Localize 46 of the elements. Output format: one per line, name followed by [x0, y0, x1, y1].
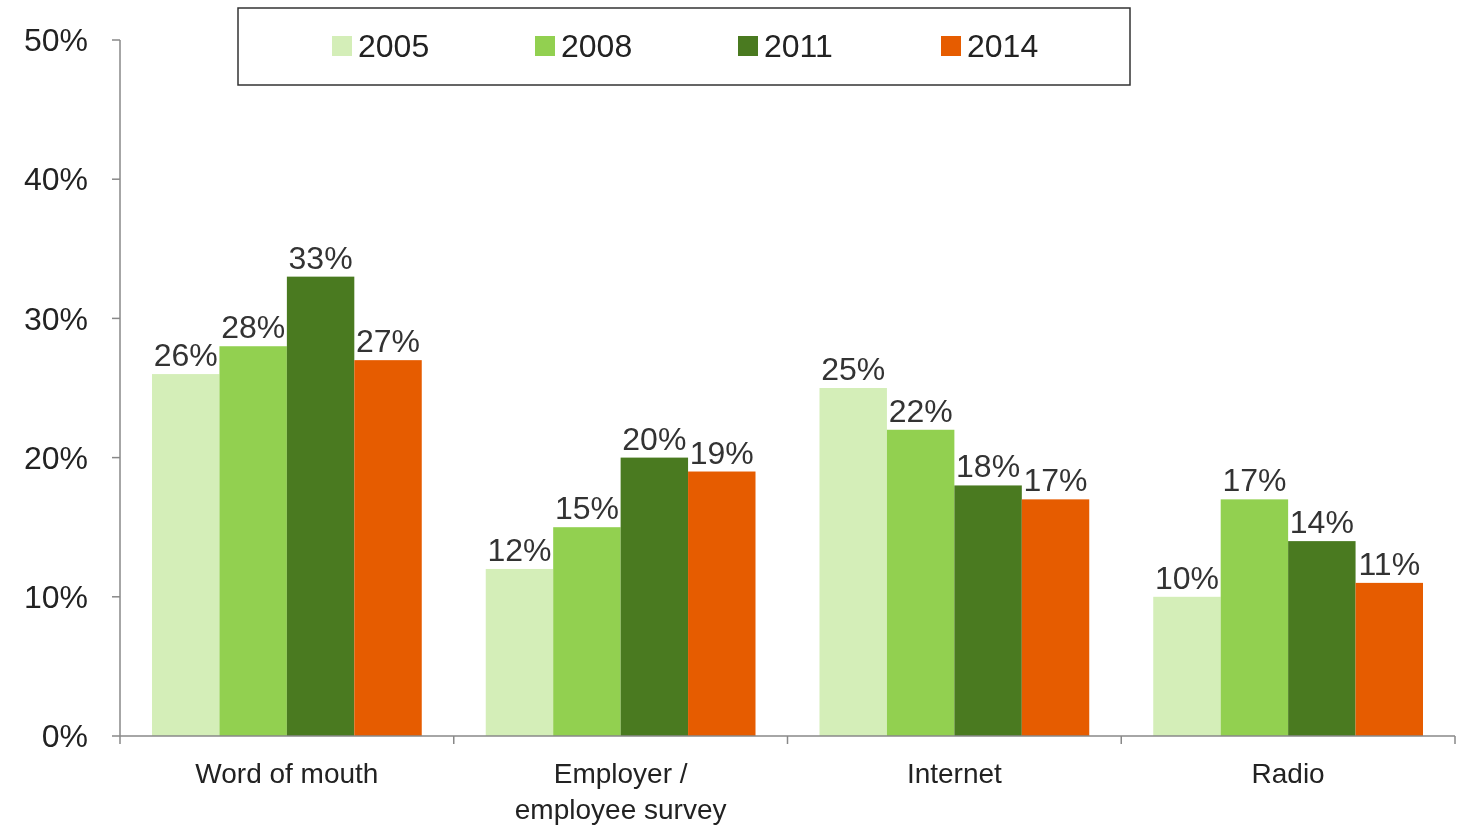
- bar: [954, 485, 1022, 736]
- y-tick-label: 0%: [41, 718, 88, 755]
- text: 26%: [153, 337, 218, 374]
- x-tick-label: Word of mouth: [195, 758, 379, 789]
- bar: [553, 527, 621, 736]
- y-tick-label: 10%: [23, 579, 88, 615]
- legend-label: 2014: [967, 28, 1039, 65]
- bar: [1220, 499, 1289, 736]
- y-tick-label: 40%: [23, 161, 88, 198]
- text: 22%: [888, 392, 953, 429]
- y-tick-label: 30%: [23, 300, 88, 337]
- bar: [485, 568, 554, 736]
- text: 15%: [554, 490, 619, 527]
- legend-label: 2005: [358, 28, 430, 65]
- y-tick-label: 50%: [23, 22, 88, 59]
- bar: [1021, 499, 1090, 736]
- text: 19%: [689, 434, 754, 471]
- x-tick-label: Employer / employee survey: [514, 758, 727, 825]
- bar: [219, 346, 287, 736]
- bar: [819, 388, 887, 736]
- bar: [286, 276, 355, 736]
- text: 17%: [1222, 462, 1287, 499]
- text: 27%: [356, 323, 421, 360]
- bar: [152, 374, 220, 736]
- bar: [886, 429, 955, 736]
- text: 17%: [1023, 462, 1088, 499]
- bar: [354, 360, 422, 736]
- bar: [1288, 541, 1356, 736]
- y-tick-label: 20%: [23, 439, 88, 476]
- text: 14%: [1289, 504, 1354, 541]
- x-tick-label: Radio: [1251, 758, 1325, 789]
- text: 18%: [956, 448, 1021, 485]
- bar: [620, 457, 689, 736]
- text: 10%: [1154, 559, 1219, 596]
- text: 28%: [221, 309, 286, 346]
- bar: [688, 471, 756, 736]
- text: 12%: [487, 531, 552, 568]
- bar: [1355, 582, 1423, 736]
- bar: [1153, 596, 1221, 736]
- text: 25%: [821, 351, 886, 387]
- legend-label: 2008: [561, 28, 633, 65]
- text: 33%: [288, 239, 353, 276]
- text: 11%: [1358, 545, 1421, 582]
- legend-label: 2011: [764, 28, 833, 65]
- x-tick-label: Internet: [906, 758, 1003, 789]
- text: 20%: [622, 420, 687, 457]
